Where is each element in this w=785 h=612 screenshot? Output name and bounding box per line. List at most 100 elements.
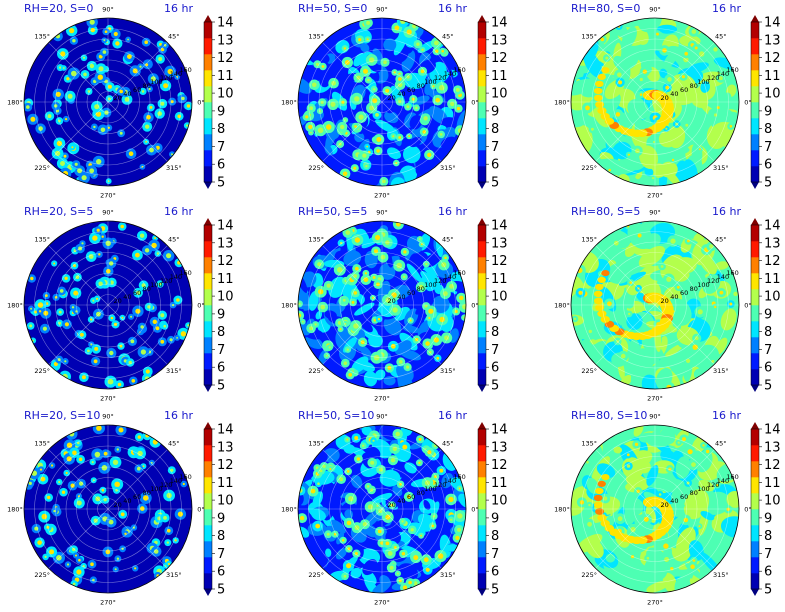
angle-tick-label: 135° [581, 33, 597, 41]
radial-gridline [34, 435, 182, 583]
cell-core [382, 179, 386, 184]
cell-core [92, 479, 95, 482]
angle-tick-label: 0° [471, 98, 478, 106]
contour-patch [343, 250, 362, 267]
panel-title: RH=50, S=5 [298, 205, 367, 218]
colorbar-tick-label: 14 [764, 423, 781, 438]
cell-core [160, 47, 165, 52]
colorbar: 14 13 12 11 10 9 8 7 6 5 [477, 218, 508, 394]
contour-patch [646, 464, 659, 486]
radial-tick-label: 140 [170, 273, 182, 281]
colorbar-tick-label: 6 [491, 361, 499, 376]
cell-core [174, 539, 177, 542]
contour-patch [351, 356, 369, 374]
angular-gridline [381, 304, 442, 365]
spiral-band [593, 501, 603, 509]
cell-core [160, 339, 165, 344]
contour-patch [665, 343, 685, 357]
cell-core [116, 448, 120, 451]
radial-tick-label: 160 [179, 66, 191, 74]
cell-core [112, 459, 119, 465]
colorbar-tick-label: 6 [491, 158, 499, 173]
angle-tick-label: 225° [581, 164, 597, 172]
radial-gridline [633, 283, 677, 327]
contour-patch [336, 531, 345, 545]
radial-tick-label: 60 [133, 493, 141, 501]
angular-gridline [595, 101, 656, 162]
colorbar-tick-label: 13 [764, 33, 781, 48]
angle-tick-label: 45° [442, 440, 454, 448]
colorbar-tick-label: 5 [491, 379, 499, 394]
cell-core [392, 135, 395, 138]
cell-core [646, 556, 650, 560]
colorbar-band [204, 541, 212, 558]
polar-frame [297, 17, 467, 187]
cell-core [135, 308, 141, 314]
angle-tick-label: 90° [376, 5, 388, 13]
radial-tick-label: 140 [717, 273, 729, 281]
angular-gridline [595, 304, 656, 365]
radial-tick-label: 60 [680, 86, 688, 94]
cell-core [39, 468, 43, 471]
angle-tick-label: 0° [744, 301, 751, 309]
cell-core [439, 468, 444, 473]
radial-gridline [97, 498, 119, 520]
colorbar-extend-min [204, 589, 212, 596]
colorbar-band [478, 22, 486, 39]
contour-patch [306, 64, 324, 78]
cell-core [684, 51, 688, 56]
contour-patch [408, 136, 422, 148]
colorbar-band [204, 38, 212, 55]
radial-gridline [339, 59, 425, 145]
cell-core [418, 461, 421, 464]
contour-patch [324, 144, 333, 156]
contour-patch [659, 68, 668, 79]
contour-patch [578, 78, 599, 98]
angle-tick-label: 0° [744, 98, 751, 106]
cell-core [444, 335, 450, 341]
colorbar-band [751, 305, 759, 322]
colorbar-tick-label: 12 [217, 458, 234, 473]
cell-core [418, 238, 421, 240]
colorbar-tick-label: 13 [217, 236, 234, 251]
spiral-band [595, 80, 604, 88]
angular-gridline [107, 245, 168, 306]
colorbar-tick-label: 6 [764, 565, 772, 580]
cell-core [346, 563, 352, 569]
radial-tick-label: 20 [661, 297, 669, 305]
cell-core [186, 104, 191, 108]
colorbar-tick-label: 5 [764, 176, 772, 191]
colorbar-band [751, 445, 759, 462]
colorbar-band [204, 86, 212, 103]
colorbar-extend-min [204, 385, 212, 392]
cell-core [136, 290, 141, 295]
cell-core [83, 72, 87, 77]
cell-core [107, 378, 114, 385]
cell-core [716, 106, 720, 110]
cell-core [331, 80, 336, 86]
cell-core [93, 518, 98, 523]
cell-core [65, 118, 68, 121]
radial-gridline [308, 435, 456, 583]
angle-tick-label: 315° [440, 571, 456, 579]
cell-core [91, 461, 94, 464]
angular-gridline [381, 245, 442, 306]
contour-field [298, 18, 466, 186]
cell-core [29, 324, 33, 328]
cell-core [729, 125, 733, 128]
cell-core [141, 165, 144, 168]
colorbar-tick-label: 8 [217, 529, 225, 544]
cell-core [120, 224, 124, 229]
polar-frame [23, 424, 193, 594]
cell-core [656, 32, 659, 36]
radial-tick-label: 140 [444, 477, 456, 485]
contour-patch [392, 485, 403, 497]
cell-core [441, 49, 445, 53]
spiral-band [593, 94, 603, 102]
radial-tick-label: 100 [697, 281, 709, 289]
cell-core [53, 509, 56, 513]
colorbar-tick-label: 13 [764, 236, 781, 251]
cell-core [315, 523, 321, 529]
cell-core [46, 525, 50, 529]
contour-patch [696, 450, 713, 473]
